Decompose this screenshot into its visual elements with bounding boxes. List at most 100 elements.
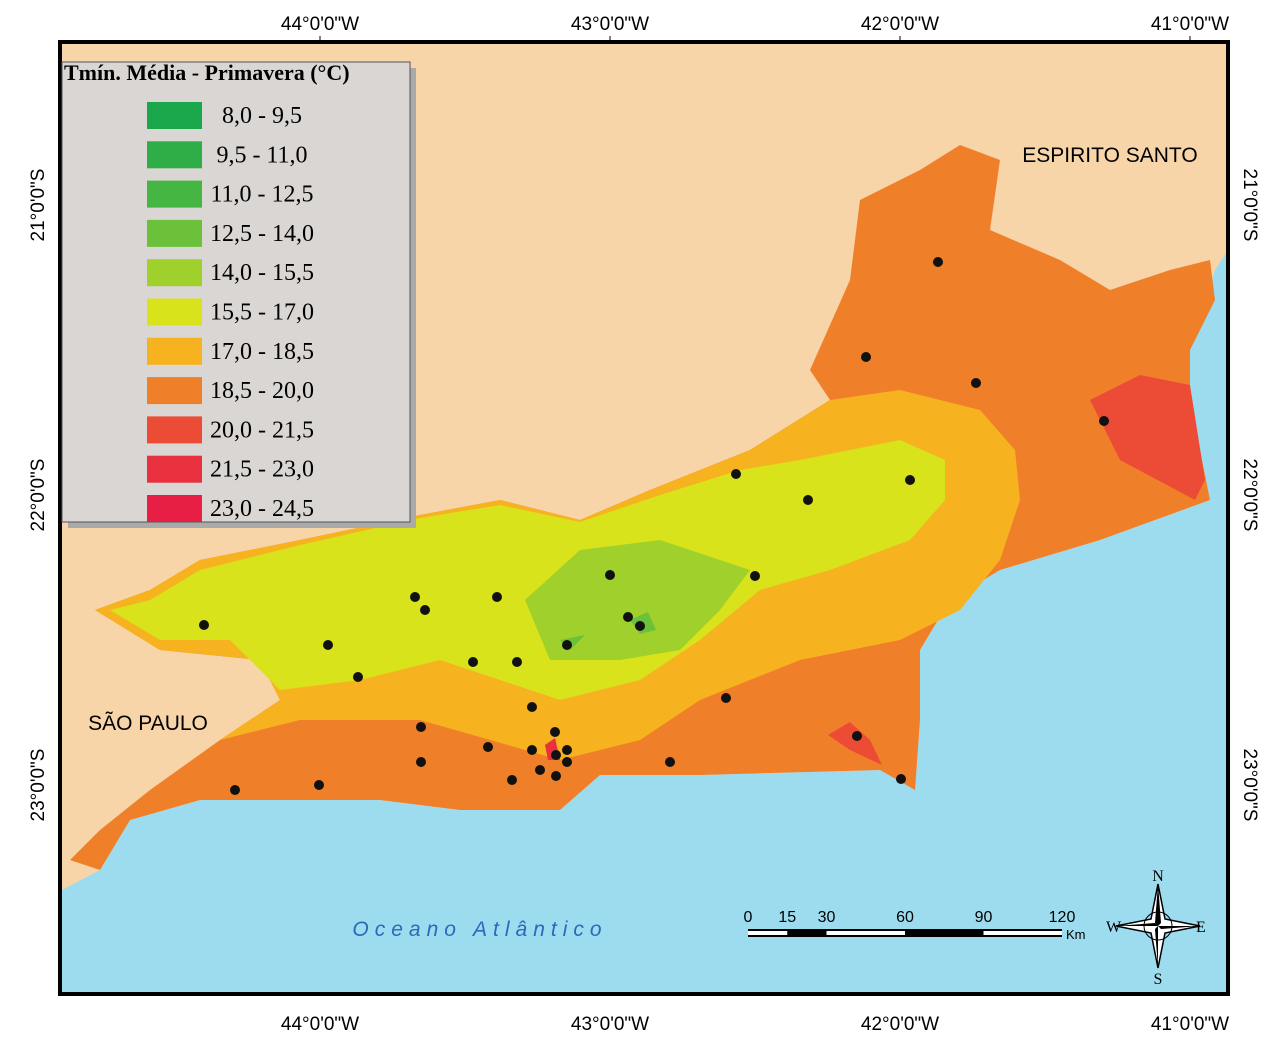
lat-label: 21°0'0"S (28, 169, 49, 242)
station (852, 731, 862, 741)
station (803, 495, 813, 505)
station (721, 693, 731, 703)
legend-label: 15,5 - 17,0 (210, 300, 314, 326)
station (905, 475, 915, 485)
compass-star (1155, 884, 1161, 926)
station (483, 742, 493, 752)
legend-swatch (147, 298, 202, 326)
region-20-21 (1090, 375, 1205, 500)
legend-swatch (147, 337, 202, 365)
compass-letter: S (1154, 971, 1163, 988)
station (468, 657, 478, 667)
lon-label: 41°0'0"W (1151, 1014, 1229, 1035)
legend-items: 8,0 - 9,5 9,5 - 11,0 11,0 - 12,5 12,5 - 14,… (147, 102, 314, 522)
station (1099, 416, 1109, 426)
station (551, 771, 561, 781)
lat-label: 22°0'0"S (1239, 459, 1260, 532)
legend-label: 9,5 - 11,0 (216, 142, 307, 168)
legend-swatch (147, 102, 202, 129)
compass-letter: N (1152, 868, 1164, 885)
scale-label: 0 (744, 909, 753, 926)
frame (58, 40, 1230, 996)
lon-label: 42°0'0"W (861, 1014, 939, 1035)
station (971, 378, 981, 388)
station (665, 757, 675, 767)
station (410, 592, 420, 602)
compass-letter: E (1196, 919, 1206, 936)
scale-segment (748, 931, 788, 935)
scale-label: 90 (975, 909, 993, 926)
station (416, 757, 426, 767)
station (535, 765, 545, 775)
lat-label: 23°0'0"S (1239, 749, 1260, 822)
lon-labels: 44°0'0"W 44°0'0"W 43°0'0"W 43°0'0"W 42°0'0"W… (281, 14, 1229, 1035)
legend-swatch (147, 416, 202, 444)
station (353, 672, 363, 682)
compass-letter: W (1106, 919, 1122, 936)
station (314, 780, 324, 790)
scale-label: 15 (778, 909, 796, 926)
compass-star (1116, 923, 1158, 926)
compass-star (1158, 926, 1200, 929)
station (550, 727, 560, 737)
legend (61, 61, 411, 523)
legend-label: 8,0 - 9,5 (222, 103, 302, 129)
legend-label: 12,5 - 14,0 (210, 221, 314, 247)
legend-label: 20,0 - 21,5 (210, 417, 314, 443)
station (527, 745, 537, 755)
lat-label: 23°0'0"S (28, 749, 49, 822)
lon-label: 44°0'0"W (281, 14, 359, 35)
station (551, 750, 561, 760)
station (562, 745, 572, 755)
station (323, 640, 333, 650)
legend-swatch (147, 377, 202, 405)
scale-unit: Km (1066, 927, 1086, 942)
station (416, 722, 426, 732)
scale-segment (983, 931, 1062, 935)
station (562, 640, 572, 650)
region-14-15 (525, 540, 750, 660)
lon-label: 42°0'0"W (861, 14, 939, 35)
station (562, 757, 572, 767)
legend-label: 23,0 - 24,5 (210, 496, 314, 522)
place-label: ESPIRITO SANTO (1022, 144, 1197, 167)
region-20-21 (828, 722, 882, 765)
scale-label: 120 (1049, 909, 1076, 926)
lon-label: 41°0'0"W (1151, 14, 1229, 35)
station (896, 774, 906, 784)
station (507, 775, 517, 785)
region-15-17 (110, 440, 945, 700)
legend-swatch (147, 259, 202, 287)
lon-label: 43°0'0"W (571, 14, 649, 35)
legend-label: 17,0 - 18,5 (210, 339, 314, 365)
station (861, 352, 871, 362)
station (512, 657, 522, 667)
legend-swatch (147, 219, 202, 247)
lat-labels: 21°0'0"S 21°0'0"S 22°0'0"S 22°0'0"S 23°0'0"S… (28, 169, 1260, 822)
station (420, 605, 430, 615)
scale-label: 30 (818, 909, 836, 926)
legend-swatch (147, 495, 202, 522)
legend-title: Tmín. Média - Primavera (°C) (64, 60, 350, 85)
compass-star (1155, 926, 1158, 968)
legend-swatch (147, 141, 202, 169)
lon-label: 43°0'0"W (571, 1014, 649, 1035)
station (750, 571, 760, 581)
legend-swatch (147, 180, 202, 208)
station (731, 469, 741, 479)
legend-label: 18,5 - 20,0 (210, 378, 314, 404)
legend-label: 11,0 - 12,5 (210, 182, 313, 208)
place-label: Oceano Atlântico (352, 918, 607, 941)
station (527, 702, 537, 712)
legend-label: 14,0 - 15,5 (210, 260, 314, 286)
lon-label: 44°0'0"W (281, 1014, 359, 1035)
compass-ring (1143, 911, 1173, 941)
station (605, 570, 615, 580)
scale-label: 60 (896, 909, 914, 926)
lat-label: 22°0'0"S (28, 459, 49, 532)
station (230, 785, 240, 795)
lat-label: 21°0'0"S (1239, 169, 1260, 242)
